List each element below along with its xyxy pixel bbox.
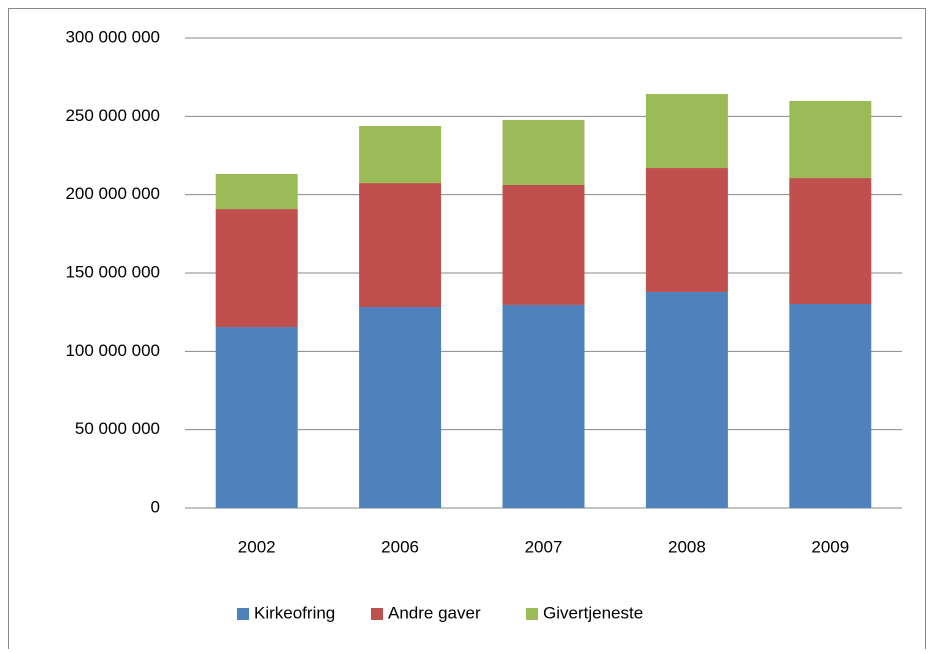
y-tick-label: 300 000 000: [65, 27, 160, 46]
bar-segment: [502, 119, 585, 185]
bar-segment: [502, 184, 585, 305]
y-tick-label: 250 000 000: [65, 106, 160, 125]
x-tick-label: 2007: [525, 537, 563, 556]
chart-frame: [8, 8, 926, 654]
x-tick-label: 2009: [811, 537, 849, 556]
bar-segment: [645, 291, 728, 508]
bar-segment: [789, 178, 872, 305]
bar-segment: [359, 183, 442, 307]
bar-segment: [789, 100, 872, 179]
x-tick-label: 2008: [668, 537, 706, 556]
bar-segment: [215, 209, 298, 328]
legend-label: Andre gaver: [388, 603, 481, 622]
y-tick-label: 100 000 000: [65, 341, 160, 360]
bar-segment: [215, 173, 298, 210]
bar-segment: [215, 327, 298, 508]
bar-segment: [789, 304, 872, 508]
bar-segment: [359, 306, 442, 508]
legend-swatch: [371, 608, 383, 620]
y-tick-label: 200 000 000: [65, 184, 160, 203]
legend-label: Kirkeofring: [254, 603, 335, 622]
x-tick-label: 2002: [238, 537, 276, 556]
legend-swatch: [526, 608, 538, 620]
bar-segment: [645, 93, 728, 169]
legend-label: Givertjeneste: [543, 603, 643, 622]
bar-segment: [645, 168, 728, 292]
y-tick-label: 150 000 000: [65, 262, 160, 281]
y-tick-label: 0: [151, 497, 160, 516]
legend-swatch: [237, 608, 249, 620]
y-tick-label: 50 000 000: [75, 419, 160, 438]
bar-segment: [359, 126, 442, 184]
x-tick-label: 2006: [381, 537, 419, 556]
bar-segment: [502, 304, 585, 508]
